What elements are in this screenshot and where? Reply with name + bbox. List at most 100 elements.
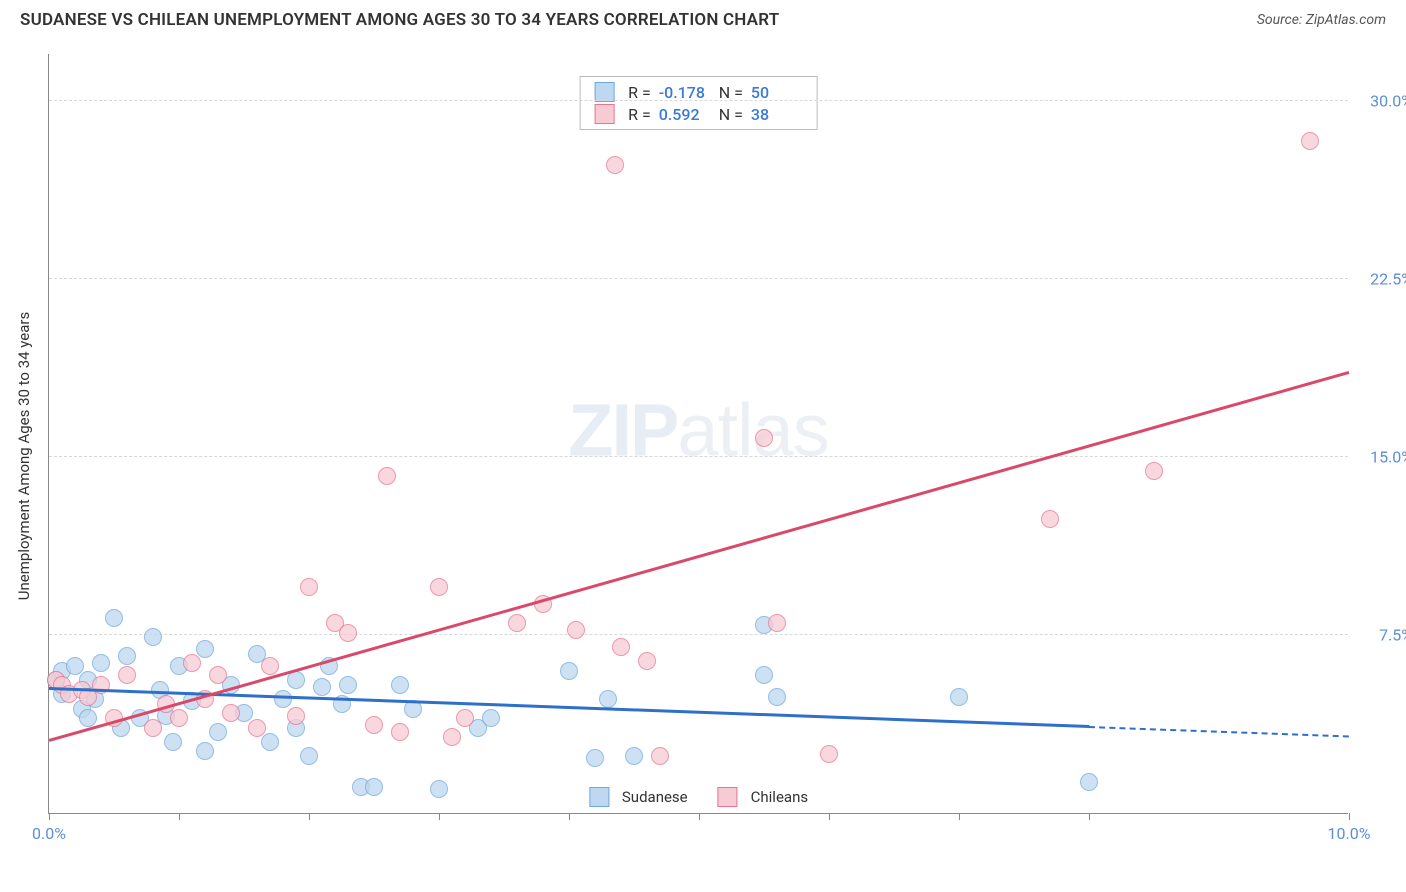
x-tick-mark: [569, 813, 570, 820]
data-point[interactable]: [365, 778, 383, 796]
gridline-h: [49, 100, 1348, 101]
x-tick-mark: [1089, 813, 1090, 820]
x-tick-mark: [439, 813, 440, 820]
r-value-chileans: 0.592: [659, 105, 711, 124]
x-tick-mark: [49, 813, 50, 820]
swatch-chileans: [594, 104, 614, 124]
source-credit: Source: ZipAtlas.com: [1257, 12, 1386, 28]
data-point[interactable]: [300, 578, 318, 596]
gridline-h: [49, 278, 1348, 279]
data-point[interactable]: [339, 624, 357, 642]
x-tick-label: 0.0%: [32, 824, 66, 843]
n-label: N =: [719, 105, 743, 124]
stats-row-chileans: R = 0.592 N = 38: [594, 103, 803, 125]
legend-swatch-sudanese: [589, 787, 609, 807]
data-point[interactable]: [287, 671, 305, 689]
data-point[interactable]: [391, 676, 409, 694]
gridline-h: [49, 634, 1348, 635]
data-point[interactable]: [222, 704, 240, 722]
chart-title: SUDANESE VS CHILEAN UNEMPLOYMENT AMONG A…: [20, 10, 779, 30]
x-tick-mark: [179, 813, 180, 820]
legend-swatch-chileans: [718, 787, 738, 807]
series-legend: Sudanese Chileans: [583, 785, 814, 809]
data-point[interactable]: [300, 747, 318, 765]
data-point[interactable]: [560, 662, 578, 680]
data-point[interactable]: [768, 688, 786, 706]
data-point[interactable]: [599, 690, 617, 708]
y-tick-label: 30.0%: [1353, 91, 1406, 110]
data-point[interactable]: [755, 666, 773, 684]
data-point[interactable]: [638, 652, 656, 670]
y-tick-label: 7.5%: [1353, 625, 1406, 644]
y-tick-label: 15.0%: [1353, 447, 1406, 466]
data-point[interactable]: [274, 690, 292, 708]
data-point[interactable]: [339, 676, 357, 694]
data-point[interactable]: [606, 156, 624, 174]
data-point[interactable]: [209, 723, 227, 741]
x-tick-mark: [829, 813, 830, 820]
data-point[interactable]: [508, 614, 526, 632]
data-point[interactable]: [651, 747, 669, 765]
data-point[interactable]: [79, 709, 97, 727]
legend-label-chileans: Chileans: [751, 788, 808, 806]
data-point[interactable]: [170, 709, 188, 727]
x-tick-label: 10.0%: [1328, 824, 1371, 843]
chart-area: Unemployment Among Ages 30 to 34 years Z…: [0, 36, 1406, 876]
data-point[interactable]: [482, 709, 500, 727]
data-point[interactable]: [430, 780, 448, 798]
data-point[interactable]: [755, 429, 773, 447]
data-point[interactable]: [144, 719, 162, 737]
data-point[interactable]: [164, 733, 182, 751]
data-point[interactable]: [1080, 773, 1098, 791]
n-value-chileans: 38: [751, 105, 803, 124]
data-point[interactable]: [261, 657, 279, 675]
data-point[interactable]: [183, 654, 201, 672]
watermark-zip: ZIP: [568, 388, 677, 471]
data-point[interactable]: [625, 747, 643, 765]
data-point[interactable]: [196, 640, 214, 658]
x-tick-mark: [309, 813, 310, 820]
data-point[interactable]: [105, 609, 123, 627]
data-point[interactable]: [313, 678, 331, 696]
r-label: R =: [628, 105, 651, 124]
data-point[interactable]: [612, 638, 630, 656]
data-point[interactable]: [287, 707, 305, 725]
data-point[interactable]: [950, 688, 968, 706]
source-name: ZipAtlas.com: [1306, 12, 1386, 28]
x-tick-mark: [1349, 813, 1350, 820]
watermark: ZIPatlas: [568, 387, 828, 472]
y-axis-title: Unemployment Among Ages 30 to 34 years: [15, 312, 33, 600]
data-point[interactable]: [378, 467, 396, 485]
data-point[interactable]: [820, 745, 838, 763]
trend-line: [49, 371, 1350, 742]
data-point[interactable]: [567, 621, 585, 639]
x-tick-mark: [959, 813, 960, 820]
data-point[interactable]: [456, 709, 474, 727]
gridline-h: [49, 456, 1348, 457]
data-point[interactable]: [443, 728, 461, 746]
trend-line: [1089, 726, 1349, 737]
data-point[interactable]: [144, 628, 162, 646]
data-point[interactable]: [1041, 510, 1059, 528]
data-point[interactable]: [391, 723, 409, 741]
data-point[interactable]: [248, 719, 266, 737]
data-point[interactable]: [1145, 462, 1163, 480]
data-point[interactable]: [430, 578, 448, 596]
stats-legend: R = -0.178 N = 50 R = 0.592 N = 38: [579, 76, 818, 130]
legend-item-sudanese[interactable]: Sudanese: [589, 787, 688, 807]
legend-item-chileans[interactable]: Chileans: [718, 787, 808, 807]
data-point[interactable]: [586, 749, 604, 767]
data-point[interactable]: [1301, 132, 1319, 150]
plot-region: ZIPatlas R = -0.178 N = 50 R = 0.592 N =…: [48, 54, 1348, 814]
data-point[interactable]: [209, 666, 227, 684]
watermark-atlas: atlas: [677, 388, 828, 471]
data-point[interactable]: [365, 716, 383, 734]
data-point[interactable]: [261, 733, 279, 751]
data-point[interactable]: [768, 614, 786, 632]
data-point[interactable]: [118, 666, 136, 684]
data-point[interactable]: [92, 654, 110, 672]
x-tick-mark: [699, 813, 700, 820]
data-point[interactable]: [118, 647, 136, 665]
y-tick-label: 22.5%: [1353, 269, 1406, 288]
data-point[interactable]: [196, 742, 214, 760]
